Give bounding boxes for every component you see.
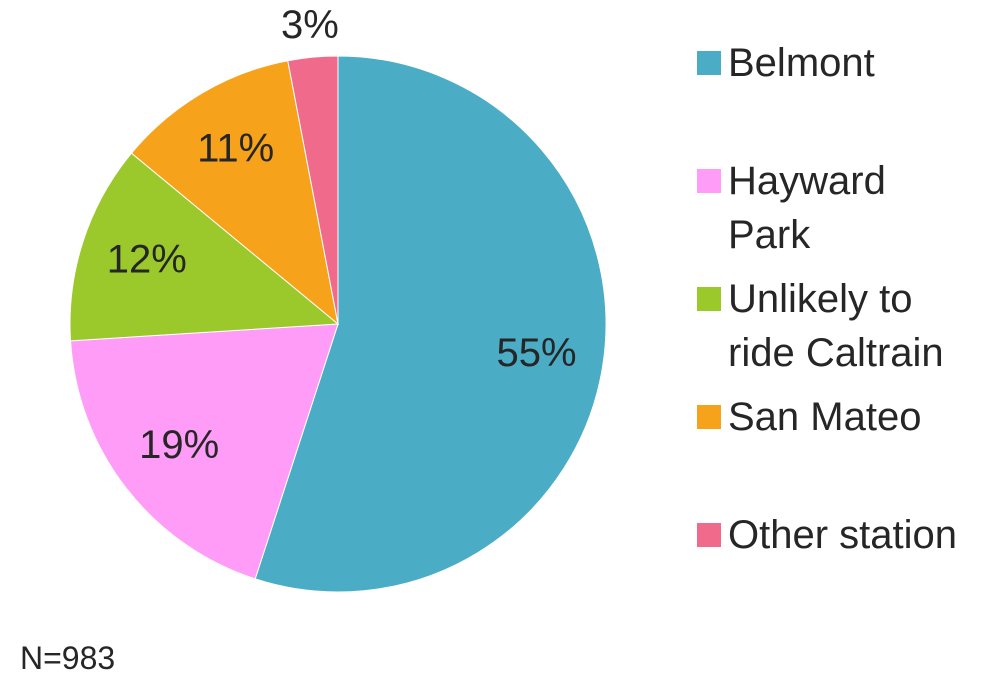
data-label: 3% [281, 3, 339, 47]
data-label: 11% [197, 127, 274, 171]
legend-swatch [697, 287, 721, 311]
legend-label: Unlikely to ride Caltrain [728, 277, 944, 375]
pie-slice [130, 60, 339, 326]
legend-label: Belmont [728, 41, 875, 85]
pie-slice [287, 55, 339, 325]
legend-label: San Mateo [728, 395, 922, 439]
data-label: 55% [496, 331, 576, 375]
data-label: 19% [139, 423, 219, 467]
legend-label: Other station [728, 513, 958, 557]
pie-slice [254, 55, 607, 593]
data-label: 12% [107, 237, 187, 281]
legend-swatch [697, 523, 721, 547]
legend-swatch [697, 169, 721, 193]
legend-label: Hayward Park [728, 159, 886, 257]
note: N=983 [20, 640, 116, 676]
legend-swatch [697, 51, 721, 75]
pie-slice [69, 323, 339, 580]
pie-slice [69, 152, 340, 342]
legend-swatch [697, 405, 721, 429]
